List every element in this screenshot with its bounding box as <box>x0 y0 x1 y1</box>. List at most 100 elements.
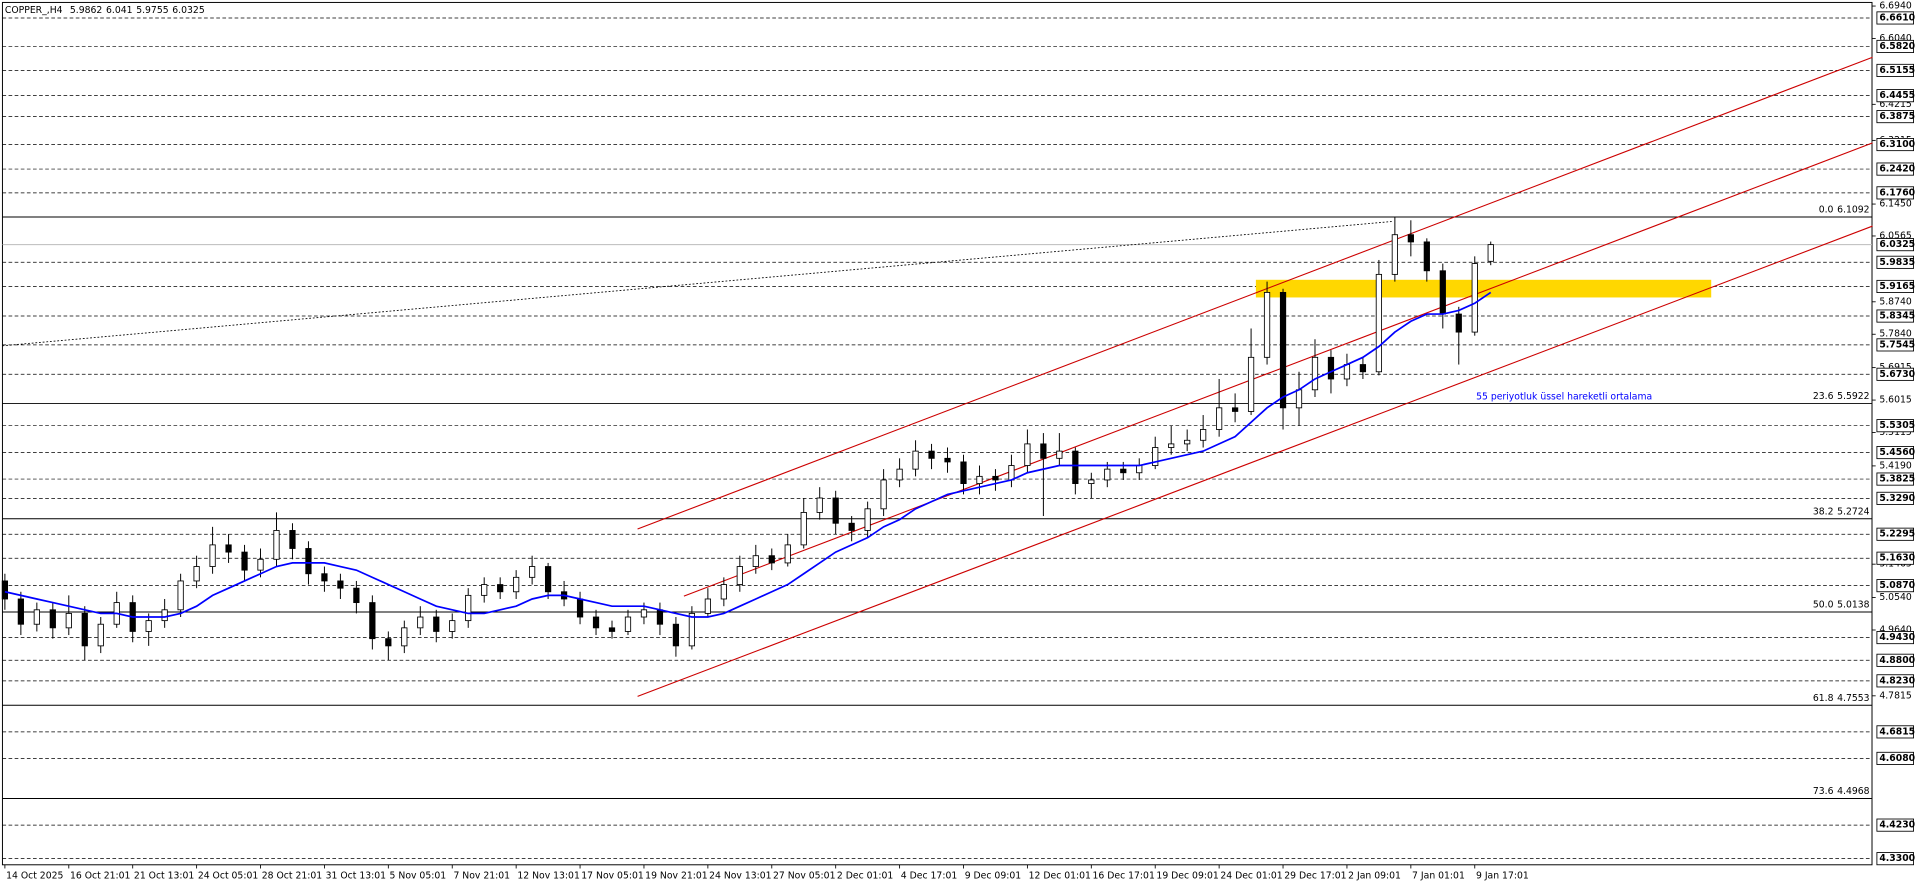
level-label-box <box>1876 674 1914 688</box>
level-label: 5.7545 <box>1879 339 1915 350</box>
ohlc-close: 6.0325 <box>172 4 205 15</box>
candle-body <box>33 609 40 625</box>
candle-body <box>1407 234 1414 243</box>
candle-body <box>1008 465 1015 481</box>
candle-body <box>1120 468 1127 474</box>
candle-body <box>145 620 152 632</box>
candle-body <box>608 627 616 632</box>
candle-body <box>864 508 871 531</box>
level-label-box <box>1876 818 1914 832</box>
level-label-box <box>1876 551 1914 565</box>
candle-body <box>992 475 999 481</box>
level-label-box <box>1876 11 1914 25</box>
x-tick-label: 14 Oct 2025 <box>6 870 63 881</box>
candle-body <box>896 468 903 481</box>
candle-body <box>337 580 344 589</box>
candle-body <box>624 616 632 632</box>
x-tick-label: 12 Dec 01:01 <box>1029 870 1091 881</box>
fib-value: 5.2724 <box>1837 506 1870 517</box>
candle-body <box>1439 270 1446 315</box>
plot-frame <box>1 1 1873 866</box>
candle-body <box>497 584 504 593</box>
candle-body <box>576 598 584 618</box>
candle-body <box>321 573 328 582</box>
level-label: 5.4560 <box>1879 447 1915 458</box>
candle-body <box>1072 450 1079 484</box>
fib-label: 0.0 6.1092 <box>1819 204 1870 215</box>
level-label-box <box>1876 162 1914 176</box>
candle-body <box>81 612 88 647</box>
fib-value: 6.1092 <box>1837 204 1869 215</box>
support-zone <box>1255 279 1712 298</box>
candle-body <box>1455 313 1462 333</box>
level-label: 4.9430 <box>1879 632 1915 643</box>
ohlc-low: 5.9755 <box>136 4 169 15</box>
bid-label: 6.0325 <box>1879 239 1915 250</box>
candle-body <box>1343 364 1351 380</box>
candle-body <box>305 548 312 575</box>
candle-body <box>752 555 759 567</box>
level-label: 6.5820 <box>1879 41 1915 52</box>
fib-ratio: 61.8 <box>1813 692 1834 703</box>
level-label-box <box>1876 653 1914 667</box>
candle-body <box>1200 429 1207 441</box>
candle-body <box>193 566 200 582</box>
level-label: 5.3825 <box>1879 474 1915 485</box>
trend-line <box>637 56 1873 530</box>
candle-body <box>209 544 216 567</box>
candle-body <box>1104 468 1111 481</box>
fib-label: 73.6 4.4968 <box>1813 786 1870 797</box>
candle-body <box>1471 263 1478 333</box>
level-label-box <box>1876 110 1914 124</box>
level-label: 4.8230 <box>1879 675 1915 686</box>
fib-ratio: 0.0 <box>1819 204 1834 215</box>
level-label: 6.3875 <box>1879 111 1915 122</box>
level-label: 5.6730 <box>1879 369 1915 380</box>
candle-body <box>800 511 807 546</box>
fib-value: 5.5922 <box>1837 391 1869 402</box>
level-label: 6.4455 <box>1879 90 1915 101</box>
symbol: COPPER_,H4 <box>5 4 63 15</box>
level-label: 5.2295 <box>1879 529 1915 540</box>
candle-body <box>417 616 424 629</box>
x-tick-label: 7 Jan 01:01 <box>1412 870 1465 881</box>
candle-body <box>273 530 280 560</box>
y-tick-label: 4.7815 <box>1879 690 1912 701</box>
candle-body <box>1311 356 1319 391</box>
x-tick-label: 27 Nov 05:01 <box>773 870 836 881</box>
level-label-box <box>1876 751 1914 765</box>
level-label-box <box>1876 186 1914 200</box>
fib-ratio: 38.2 <box>1813 506 1834 517</box>
y-tick-label: 6.4215 <box>1879 99 1912 110</box>
x-tick-label: 29 Dec 17:01 <box>1284 870 1346 881</box>
level-label: 5.9835 <box>1879 257 1915 268</box>
candle-body <box>784 544 791 564</box>
y-tick-label: 5.5115 <box>1879 427 1912 438</box>
level-label: 4.3300 <box>1879 853 1915 864</box>
candle-body <box>161 609 168 622</box>
candle-body <box>592 616 600 629</box>
level-label-box <box>1876 309 1914 323</box>
candle-body <box>1024 443 1031 466</box>
candle-body <box>17 598 24 625</box>
fib-ratio: 50.0 <box>1813 599 1834 610</box>
fib-label: 61.8 4.7553 <box>1813 692 1870 703</box>
fib-anchor-line <box>2 220 1394 347</box>
x-tick-label: 2 Jan 09:01 <box>1348 870 1401 881</box>
candle-body <box>1152 447 1159 466</box>
level-label-box <box>1876 631 1914 645</box>
level-label: 6.5155 <box>1879 65 1915 76</box>
x-tick-label: 9 Jan 17:01 <box>1476 870 1529 881</box>
bid-label-box <box>1876 238 1914 252</box>
fib-value: 4.7553 <box>1837 692 1870 703</box>
level-label-box <box>1876 279 1914 294</box>
x-tick-label: 17 Nov 05:01 <box>581 870 644 881</box>
candle-body <box>960 461 967 484</box>
candle-body <box>1359 364 1367 373</box>
candle-body <box>449 620 456 632</box>
candle-body <box>1375 273 1383 373</box>
candle-body <box>513 576 520 593</box>
fib-label: 38.2 5.2724 <box>1813 506 1870 517</box>
